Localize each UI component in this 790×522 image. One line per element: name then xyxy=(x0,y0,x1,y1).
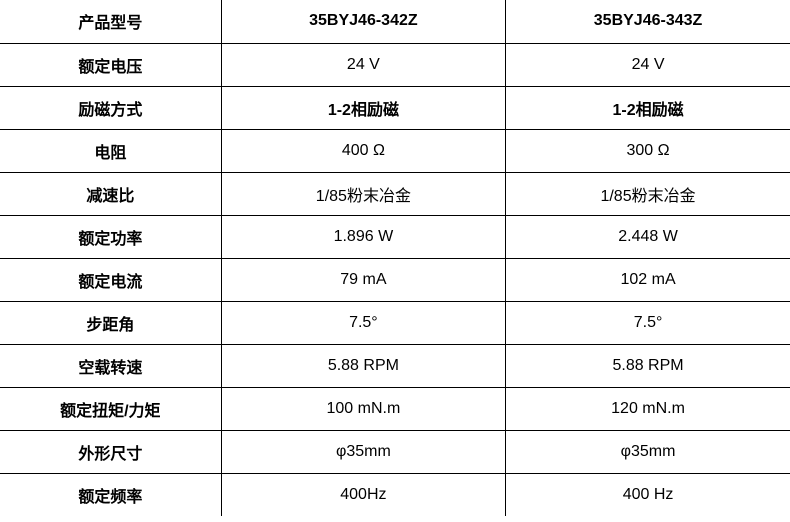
table-row: 额定频率 400Hz 400 Hz xyxy=(0,473,790,516)
row-label: 空载转速 xyxy=(0,344,221,387)
table-row: 电阻 400 Ω 300 Ω xyxy=(0,129,790,172)
row-label: 电阻 xyxy=(0,129,221,172)
row-value-b: 5.88 RPM xyxy=(506,344,790,387)
table-row: 额定功率 1.896 W 2.448 W xyxy=(0,215,790,258)
table-row: 额定电流 79 mA 102 mA xyxy=(0,258,790,301)
row-label: 额定电压 xyxy=(0,43,221,86)
row-value-a: 1-2相励磁 xyxy=(221,86,505,129)
row-value-b: 7.5° xyxy=(506,301,790,344)
table-row: 减速比 1/85粉末冶金 1/85粉末冶金 xyxy=(0,172,790,215)
row-label: 外形尺寸 xyxy=(0,430,221,473)
table-row: 步距角 7.5° 7.5° xyxy=(0,301,790,344)
table-row: 外形尺寸 φ35mm φ35mm xyxy=(0,430,790,473)
row-label: 产品型号 xyxy=(0,0,221,43)
row-value-b: 400 Hz xyxy=(506,473,790,516)
row-value-a: 5.88 RPM xyxy=(221,344,505,387)
row-value-a: 1/85粉末冶金 xyxy=(221,172,505,215)
row-label: 减速比 xyxy=(0,172,221,215)
table-row: 产品型号 35BYJ46-342Z 35BYJ46-343Z xyxy=(0,0,790,43)
row-label: 额定扭矩/力矩 xyxy=(0,387,221,430)
row-value-a: 400 Ω xyxy=(221,129,505,172)
table-row: 空载转速 5.88 RPM 5.88 RPM xyxy=(0,344,790,387)
row-value-b: 120 mN.m xyxy=(506,387,790,430)
row-label: 额定功率 xyxy=(0,215,221,258)
row-value-b: 24 V xyxy=(506,43,790,86)
row-value-b: 300 Ω xyxy=(506,129,790,172)
row-value-a: 400Hz xyxy=(221,473,505,516)
row-label: 励磁方式 xyxy=(0,86,221,129)
row-value-b: 102 mA xyxy=(506,258,790,301)
row-label: 额定电流 xyxy=(0,258,221,301)
table-row: 额定扭矩/力矩 100 mN.m 120 mN.m xyxy=(0,387,790,430)
row-value-a: φ35mm xyxy=(221,430,505,473)
row-label: 步距角 xyxy=(0,301,221,344)
table-row: 额定电压 24 V 24 V xyxy=(0,43,790,86)
table-row: 励磁方式 1-2相励磁 1-2相励磁 xyxy=(0,86,790,129)
row-value-a: 35BYJ46-342Z xyxy=(221,0,505,43)
row-value-b: 35BYJ46-343Z xyxy=(506,0,790,43)
spec-table-body: 产品型号 35BYJ46-342Z 35BYJ46-343Z 额定电压 24 V… xyxy=(0,0,790,516)
row-value-a: 7.5° xyxy=(221,301,505,344)
row-value-b: 1/85粉末冶金 xyxy=(506,172,790,215)
row-label: 额定频率 xyxy=(0,473,221,516)
row-value-a: 1.896 W xyxy=(221,215,505,258)
row-value-a: 100 mN.m xyxy=(221,387,505,430)
row-value-b: φ35mm xyxy=(506,430,790,473)
row-value-b: 2.448 W xyxy=(506,215,790,258)
row-value-a: 79 mA xyxy=(221,258,505,301)
row-value-b: 1-2相励磁 xyxy=(506,86,790,129)
spec-table: 产品型号 35BYJ46-342Z 35BYJ46-343Z 额定电压 24 V… xyxy=(0,0,790,516)
row-value-a: 24 V xyxy=(221,43,505,86)
